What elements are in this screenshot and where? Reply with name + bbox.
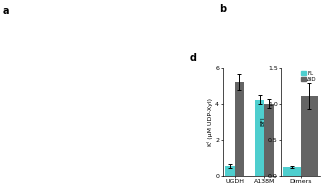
Y-axis label: Kᴵ (μM UDP-Xyl): Kᴵ (μM UDP-Xyl) bbox=[207, 98, 213, 146]
Bar bbox=[225, 166, 235, 176]
Bar bbox=[283, 167, 301, 176]
Y-axis label: BFI: BFI bbox=[261, 117, 266, 126]
Legend: FL, ΔID: FL, ΔID bbox=[301, 70, 317, 82]
Bar bbox=[264, 104, 274, 176]
Bar bbox=[301, 96, 318, 176]
Text: d: d bbox=[189, 53, 196, 63]
Text: b: b bbox=[219, 4, 226, 14]
Bar bbox=[235, 82, 244, 176]
Text: a: a bbox=[2, 6, 9, 16]
Bar bbox=[255, 100, 264, 176]
